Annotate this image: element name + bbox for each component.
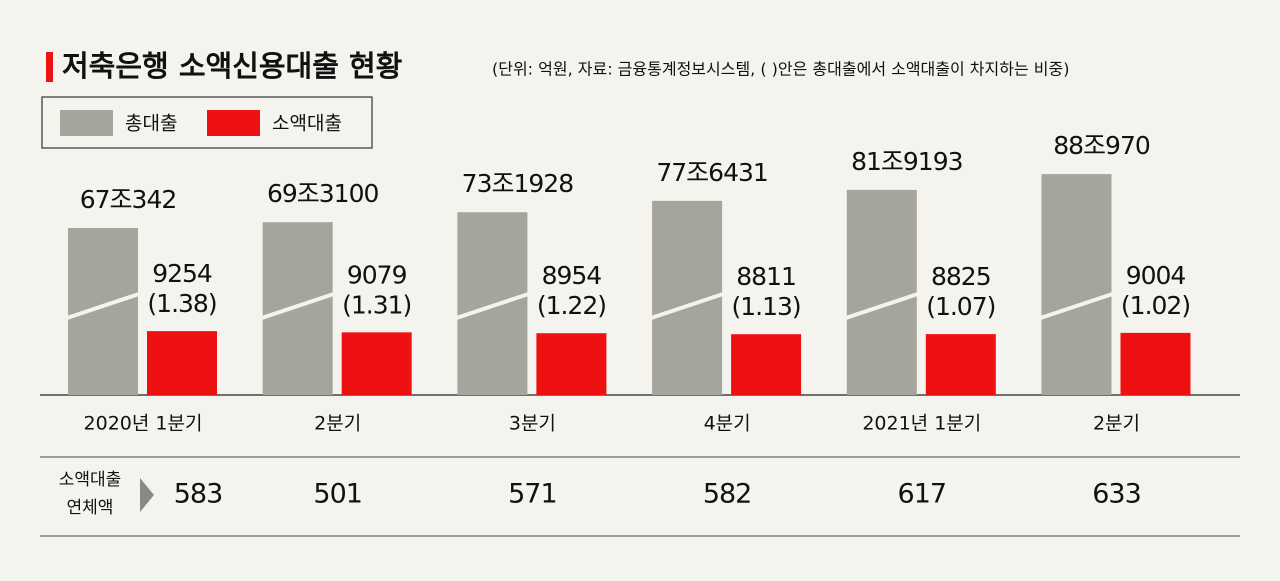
bar [1120,332,1191,395]
share-label: (1.31) [342,290,411,319]
title-marker [46,52,53,82]
legend-label: 소액대출 [272,113,342,135]
x-tick-label: 4분기 [704,413,751,435]
share-label: (1.22) [537,291,606,320]
bar [262,222,333,395]
legend-label: 총대출 [125,113,177,135]
arrow [140,478,154,512]
chart-title: 저축은행 소액신용대출 현황 [62,49,403,83]
bar [536,333,607,395]
value-label: 9004 [1126,261,1186,290]
table-label: 소액대출 [59,470,122,490]
bar [731,334,802,395]
x-tick-label: 2020년 1분기 [84,413,203,435]
bar [68,228,138,395]
bar [846,189,917,395]
table-value: 583 [174,479,223,510]
x-tick-label: 2021년 1분기 [862,413,981,435]
x-tick-label: 3분기 [509,413,556,435]
bar [147,331,217,395]
value-label: 77조6431 [656,158,767,187]
legend-box [41,96,373,149]
share-label: (1.02) [1121,291,1190,320]
table-value: 501 [313,479,362,510]
x-tick-label: 2분기 [314,413,361,435]
value-label: 9079 [347,260,407,289]
value-label: 8825 [931,262,991,291]
table-value: 571 [508,479,557,510]
bar [341,332,412,395]
value-label: 88조970 [1053,131,1150,160]
value-label: 9254 [152,259,212,288]
share-label: (1.38) [147,289,216,318]
share-label: (1.13) [732,292,801,321]
table-value: 633 [1092,479,1141,510]
axis-break [650,292,724,320]
table-label: 연체액 [67,498,114,518]
table-value: 617 [898,479,947,510]
chart-subtitle: (단위: 억원, 자료: 금융통계정보시스템, ( )안은 총대출에서 소액대출… [492,60,1069,79]
axis-break [1039,292,1114,320]
legend-swatch [207,110,260,136]
axis-break [455,292,530,320]
axis-break [66,292,140,320]
value-label: 81조9193 [851,147,962,176]
bar [925,334,996,395]
axis-break [845,292,919,320]
value-label: 8811 [736,262,796,291]
table-value: 582 [703,479,752,510]
axis-break [261,292,335,320]
x-tick-label: 2분기 [1093,413,1140,435]
value-label: 8954 [542,261,602,290]
value-label: 67조342 [80,185,177,214]
share-label: (1.07) [926,292,995,321]
legend-swatch [60,110,113,136]
bar [457,212,528,395]
bar [1041,174,1112,395]
value-label: 69조3100 [267,179,379,208]
value-label: 73조1928 [462,169,574,198]
